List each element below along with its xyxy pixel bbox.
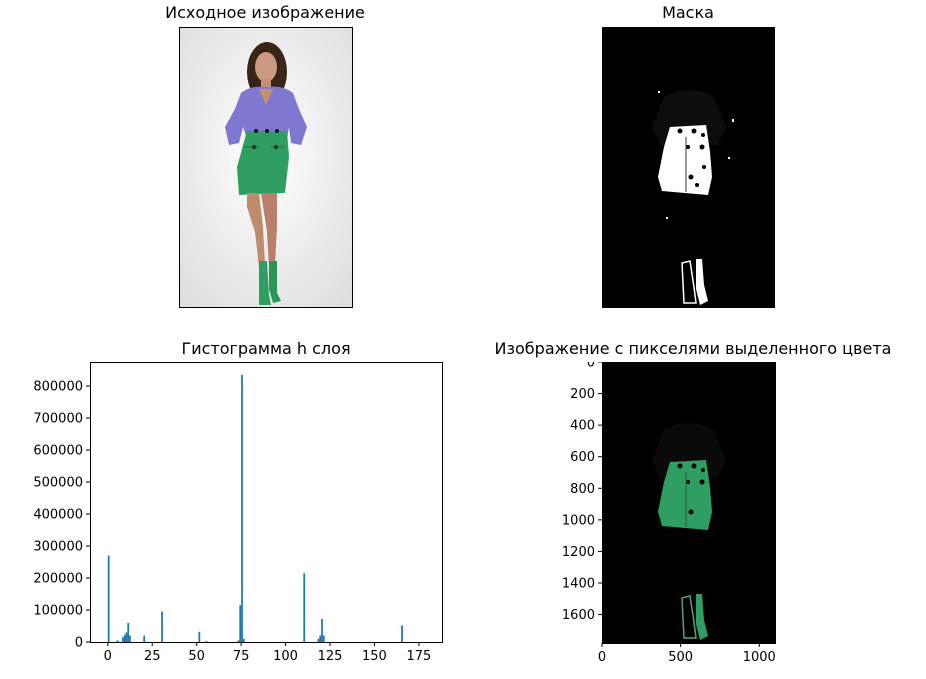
y-tick-label: 700000 [33, 412, 83, 427]
x-tick-label: 0 [104, 649, 112, 664]
histogram-bar [241, 374, 243, 642]
x-tick-label: 0 [598, 650, 606, 665]
y-tick-label: 0 [587, 362, 595, 371]
blouse [225, 86, 307, 145]
histogram-bar [161, 611, 163, 642]
y-tick-label: 1400 [562, 577, 595, 592]
y-tick-label: 600 [570, 450, 595, 465]
y-tick-label: 400000 [33, 508, 83, 523]
histogram-bar [125, 632, 128, 642]
histogram-bar [239, 605, 242, 642]
right-leg [261, 193, 277, 267]
x-tick-label: 1000 [743, 650, 776, 665]
x-tick-label: 75 [233, 649, 250, 664]
mask-image [602, 27, 775, 308]
histogram-bar [242, 638, 245, 642]
y-tick-label: 0 [75, 636, 83, 651]
left-leg [247, 193, 265, 267]
histogram-bar [317, 638, 320, 642]
x-tick-label: 500 [668, 650, 693, 665]
histogram-bar [319, 635, 322, 642]
histogram-bar [205, 641, 208, 642]
original-image-title: Исходное изображение [165, 3, 365, 22]
mask-boot-right [696, 259, 708, 305]
y-tick-label: 400 [570, 419, 595, 434]
y-tick-label: 800000 [33, 380, 83, 395]
x-tick-label: 150 [362, 649, 387, 664]
masked-image-title: Изображение с пикселями выделенного цвет… [494, 339, 892, 358]
histogram-chart: 0 25 50 75 100 125 150 175 0 100000 200000 300000 40… [33, 362, 443, 664]
histogram-bar [322, 635, 325, 642]
masked-boot-right [696, 594, 708, 640]
y-tick-label: 200000 [33, 572, 83, 587]
y-tick-label: 1000 [562, 513, 595, 528]
masked-skirt [658, 460, 712, 530]
y-tick-label: 500000 [33, 476, 83, 491]
histogram-bar [401, 625, 403, 642]
x-tick-label: 50 [188, 649, 205, 664]
histogram-bar [122, 637, 124, 642]
histogram-bar [198, 631, 201, 642]
masked-frame [602, 362, 776, 644]
y-tick-label: 600000 [33, 444, 83, 459]
masked-boot-left [681, 595, 697, 639]
y-tick-label: 800 [570, 482, 595, 497]
histogram-bar [129, 635, 131, 642]
x-tick-label: 100 [273, 649, 298, 664]
histogram-bar [321, 618, 323, 642]
histogram-bar [116, 640, 119, 642]
x-tick-label: 175 [406, 649, 431, 664]
x-tick-label: 125 [318, 649, 343, 664]
histogram-bar [237, 640, 240, 642]
y-tick-label: 1600 [562, 608, 595, 623]
y-tick-label: 100000 [33, 604, 83, 619]
left-boot [259, 261, 271, 305]
mask-boot-left [681, 260, 697, 304]
face [255, 52, 277, 82]
histogram-title: Гистограмма h слоя [181, 339, 351, 358]
histogram-frame [90, 362, 443, 643]
skirt [237, 131, 289, 195]
y-tick-label: 200 [570, 387, 595, 402]
histogram-bar [143, 635, 146, 642]
mask-title: Маска [662, 3, 714, 22]
histogram-bar [127, 622, 130, 642]
x-tick-label: 25 [144, 649, 161, 664]
histogram-bar [107, 555, 110, 642]
masked-image-chart: 0 500 1000 0 200 400 600 800 1000 1200 1400 1600 [562, 362, 776, 665]
original-image [179, 27, 353, 308]
histogram-bar [123, 634, 126, 642]
mask-skirt-region [658, 125, 712, 195]
y-tick-label: 1200 [562, 545, 595, 560]
histogram-bar [303, 573, 306, 642]
right-boot [269, 261, 281, 303]
y-tick-label: 300000 [33, 540, 83, 555]
